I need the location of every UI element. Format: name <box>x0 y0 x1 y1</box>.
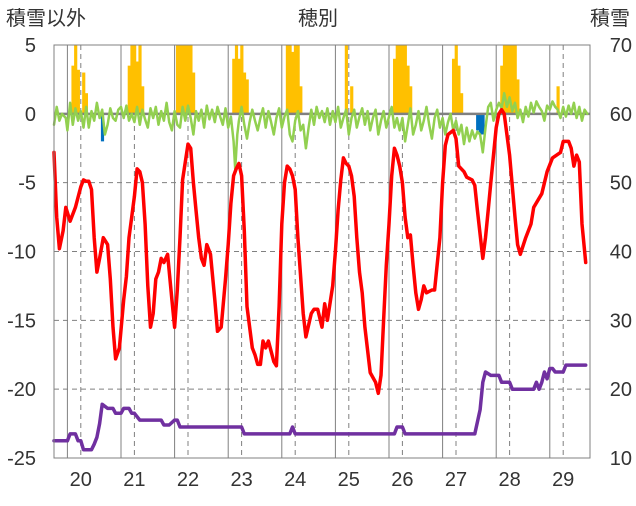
right-tick-label: 30 <box>610 310 632 332</box>
x-tick-label: 21 <box>123 469 145 491</box>
precip-bar-blue <box>478 113 482 135</box>
right-tick-label: 10 <box>610 448 632 470</box>
precip-bar-orange <box>296 45 300 114</box>
precip-bar-orange <box>74 45 78 114</box>
x-tick-label: 23 <box>230 469 252 491</box>
precip-bar-orange <box>513 45 517 114</box>
precip-bar-orange <box>138 45 142 114</box>
x-tick-label: 20 <box>70 469 92 491</box>
left-tick-label: 0 <box>25 104 36 126</box>
chart-title: 穂別 <box>298 7 338 30</box>
precip-bar-orange <box>240 45 244 114</box>
x-tick-label: 27 <box>445 469 467 491</box>
precip-bar-orange <box>350 86 354 114</box>
precip-bar-orange <box>454 45 458 114</box>
precip-bar-orange <box>291 51 295 114</box>
precip-layer <box>71 45 560 142</box>
precip-bar-orange <box>288 45 292 114</box>
precip-bar-orange <box>398 45 402 114</box>
right-tick-label: 70 <box>610 35 632 57</box>
precip-bar-orange <box>510 45 515 114</box>
precip-bar-orange <box>135 61 139 114</box>
precip-bar-orange <box>395 45 399 114</box>
plot-frame <box>53 44 591 459</box>
x-tick-label: 26 <box>391 469 413 491</box>
right-tick-label: 60 <box>610 104 632 126</box>
right-tick-label: 50 <box>610 173 632 195</box>
precip-bar-orange <box>133 45 137 114</box>
precip-bar-orange <box>186 45 190 114</box>
precip-bar-orange <box>127 65 131 114</box>
left-tick-label: -25 <box>7 448 36 470</box>
precip-bar-orange <box>293 45 298 114</box>
precip-bar-orange <box>192 72 196 114</box>
precip-bar-orange <box>401 45 405 114</box>
right-tick-labels: 70 60 50 40 30 20 10 <box>610 35 632 470</box>
left-tick-label: -15 <box>7 310 36 332</box>
precip-bar-blue <box>481 113 485 135</box>
precip-bar-orange <box>403 45 407 114</box>
precip-bar-orange <box>505 45 509 114</box>
left-tick-label: -5 <box>18 173 36 195</box>
x-tick-label: 25 <box>338 469 360 491</box>
series-line-snow-depth <box>52 363 588 452</box>
precip-bar-orange <box>76 69 80 114</box>
precip-bar-blue <box>100 113 105 142</box>
x-tick-label: 28 <box>498 469 520 491</box>
x-tick-label: 24 <box>284 469 306 491</box>
precip-bar-orange <box>234 45 239 114</box>
series-line-temperature <box>52 107 588 396</box>
precip-bar-orange <box>508 45 512 114</box>
precip-bar-blue <box>476 113 480 131</box>
precip-bar-orange <box>84 93 88 114</box>
precip-bar-orange <box>451 58 456 114</box>
precip-bar-orange <box>82 72 86 114</box>
precip-bar-orange <box>242 72 247 114</box>
precip-bar-orange <box>178 45 182 114</box>
precip-bar-orange <box>181 45 185 114</box>
precip-bar-orange <box>237 58 241 114</box>
right-tick-label: 40 <box>610 242 632 264</box>
right-tick-label: 20 <box>610 379 632 401</box>
x-tick-label: 22 <box>177 469 199 491</box>
series-line-wind <box>52 91 589 171</box>
precip-bar-orange <box>71 65 75 114</box>
right-axis-label: 積雪 <box>590 7 630 30</box>
left-tick-label: -20 <box>7 379 36 401</box>
precip-bar-orange <box>299 86 303 114</box>
precip-bar-orange <box>285 45 289 114</box>
precip-bar-orange <box>141 86 145 114</box>
precip-bar-orange <box>409 86 413 114</box>
precip-bar-orange <box>245 79 249 114</box>
precip-bar-orange <box>232 58 236 114</box>
precip-bar-orange <box>183 45 188 114</box>
precip-bar-orange <box>502 45 507 114</box>
precip-bar-orange <box>130 45 134 114</box>
precip-bar-orange <box>516 79 520 114</box>
precip-bar-orange <box>175 45 180 114</box>
series-layer <box>52 91 589 452</box>
x-tick-label: 29 <box>552 469 574 491</box>
left-axis-label: 積雪以外 <box>6 7 86 30</box>
precip-bar-orange <box>556 86 560 114</box>
left-tick-label: -10 <box>7 242 36 264</box>
x-tick-labels: 20 21 22 23 24 25 26 27 28 29 <box>70 469 575 491</box>
precip-bar-orange <box>344 45 348 114</box>
precip-bar-orange <box>406 65 410 114</box>
precip-bar-orange <box>457 65 461 114</box>
precip-bar-orange <box>393 58 397 114</box>
precip-bar-orange <box>460 93 464 114</box>
left-tick-labels: 5 0 -5 -10 -15 -20 -25 <box>7 35 36 470</box>
precip-bar-orange <box>500 65 504 114</box>
precip-bar-orange <box>189 45 193 114</box>
left-tick-label: 5 <box>25 35 36 57</box>
